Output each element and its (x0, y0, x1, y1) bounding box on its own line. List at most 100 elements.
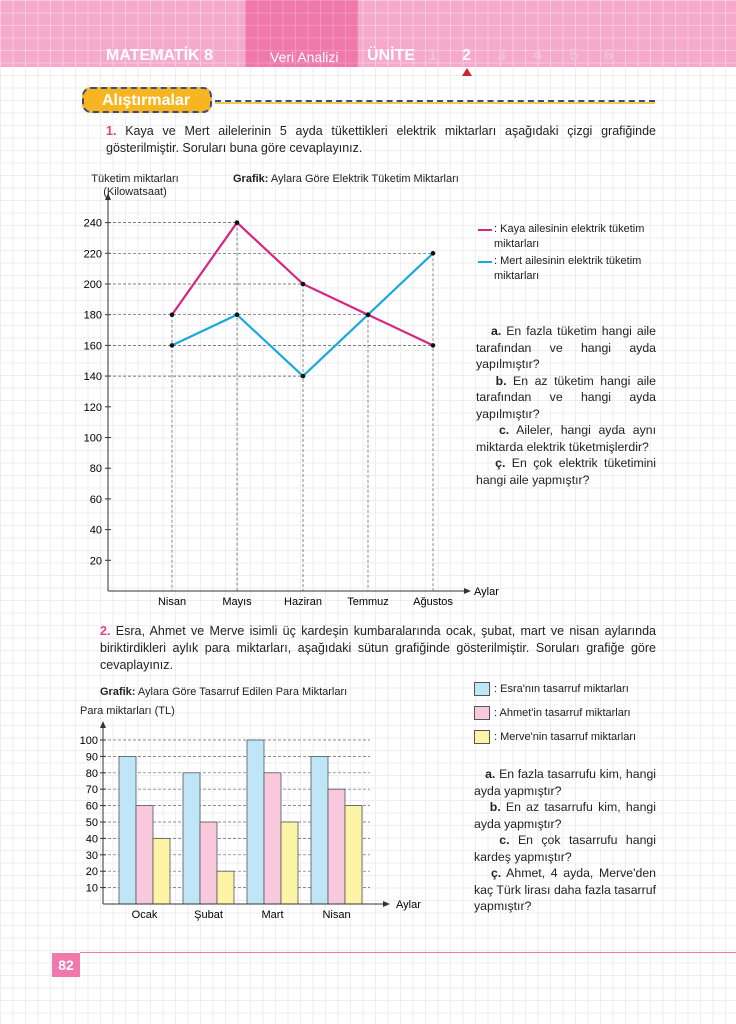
bar (344, 805, 363, 905)
data-point (169, 312, 175, 318)
y-tick-label: 90 (86, 751, 98, 763)
unit-1: 1 (428, 47, 437, 64)
legend-kaya: : Kaya ailesinin elektrik tüketim miktar… (478, 222, 668, 252)
question-key: c. (498, 423, 510, 437)
page-number: 82 (52, 953, 80, 977)
title-prefix: Grafik: (233, 173, 269, 185)
bar (310, 756, 329, 905)
y-tick-label: 80 (86, 768, 98, 780)
question-key: c. (499, 833, 510, 847)
question-text: En çok elektrik tüketimini hangi aile ya… (476, 456, 656, 487)
data-point (365, 312, 371, 318)
y-tick-label: 40 (86, 833, 98, 845)
legend-ahmet-label: : Ahmet'in tasarruf miktarları (494, 707, 631, 719)
bar-title: Grafik: Aylara Göre Tasarruf Edilen Para… (100, 686, 347, 699)
unit-6: 6 (604, 47, 613, 64)
q2-questions: a. En fazla tasarrufu kim, hangi ayda ya… (474, 766, 656, 915)
q1-questions: a. En fazla tüketim hangi aile tarafında… (476, 323, 656, 488)
legend-esra-label: : Esra'nın tasarruf miktarları (494, 683, 629, 695)
bar (199, 821, 218, 905)
current-unit-marker-icon (462, 68, 472, 76)
title-text: Aylara Göre Elektrik Tüketim Miktarları (270, 173, 459, 185)
q1-text: 1. Kaya ve Mert ailelerinin 5 ayda tüket… (106, 123, 656, 157)
data-point (169, 343, 175, 348)
question-key: a. (490, 324, 502, 338)
bar-legend: : Esra'nın tasarruf miktarları : Ahmet'i… (474, 682, 636, 754)
data-point (300, 373, 306, 379)
bar (246, 739, 265, 905)
data-point (234, 312, 240, 318)
question-text: En fazla tüketim hangi aile tarafından v… (476, 324, 657, 371)
question-item: c. En çok tasarrufu hangi kardeş yapmışt… (474, 832, 656, 865)
bar (118, 756, 137, 905)
y-axis-arrow-icon (105, 193, 111, 200)
question-text: Ahmet, 4 ayda, Merve'den kaç Türk lirası… (474, 866, 657, 913)
x-tick-label: Temmuz (347, 596, 389, 608)
question-key: ç. (490, 866, 502, 880)
question-text: En çok tasarrufu hangi kardeş yapmıştır? (474, 833, 657, 864)
unit-2: 2 (462, 47, 471, 64)
x-axis-label: Aylar (474, 586, 499, 598)
question-text: En az tüketim hangi aile tarafından ve h… (476, 373, 657, 421)
question-item: c. Aileler, hangi ayda aynı miktarda ele… (476, 422, 656, 455)
data-point (300, 281, 306, 287)
q1-body: Kaya ve Mert ailelerinin 5 ayda tükettik… (106, 124, 656, 155)
legend-merve-label: : Merve'nin tasarruf miktarları (494, 731, 637, 743)
data-point (430, 251, 436, 256)
section-badge: Alıştırmalar (82, 87, 212, 113)
bar (263, 772, 282, 905)
q2-body: Esra, Ahmet ve Merve isimli üç kardeşin … (100, 624, 656, 672)
section-divider (215, 100, 655, 102)
y-tick-label: 180 (84, 310, 102, 322)
y-tick-label: 140 (84, 371, 102, 383)
question-item: b. En az tasarrufu kim, hangi ayda yapmı… (474, 799, 656, 832)
footer-line (80, 952, 736, 953)
question-item: b. En az tüketim hangi aile tarafından v… (476, 373, 656, 423)
x-tick-label: Şubat (194, 909, 223, 921)
data-point (234, 220, 240, 225)
line-title: Grafik: Aylara Göre Elektrik Tüketim Mik… (233, 173, 459, 186)
topic-block (245, 0, 358, 67)
legend-merve: : Merve'nin tasarruf miktarları (474, 730, 636, 754)
unit-4: 4 (533, 47, 542, 64)
legend-kaya-label: : Kaya ailesinin elektrik tüketim miktar… (494, 223, 645, 250)
x-tick-label: Ocak (132, 909, 158, 921)
y-axis-arrow-icon (100, 721, 106, 728)
topic-title: Veri Analizi (270, 49, 339, 65)
bar (216, 870, 235, 905)
book-title: MATEMATİK 8 (106, 47, 213, 64)
x-axis-arrow-icon (383, 901, 390, 907)
x-tick-label: Nisan (322, 909, 350, 921)
question-key: a. (485, 767, 496, 781)
y-tick-label: 240 (84, 218, 102, 230)
question-item: a. En fazla tasarrufu kim, hangi ayda ya… (474, 766, 656, 799)
ylabel-2: (Kilowatsaat) (103, 186, 167, 198)
legend-ahmet: : Ahmet'in tasarruf miktarları (474, 706, 636, 730)
title-text: Aylara Göre Tasarruf Edilen Para Miktarl… (137, 686, 348, 698)
bar-ylabel: Para miktarları (TL) (80, 705, 175, 717)
y-tick-label: 70 (86, 784, 98, 796)
bar (152, 838, 171, 905)
legend-esra: : Esra'nın tasarruf miktarları (474, 682, 636, 706)
y-tick-label: 50 (86, 817, 98, 829)
y-tick-label: 20 (86, 866, 98, 878)
question-key: b. (489, 800, 501, 814)
y-tick-label: 80 (90, 463, 102, 475)
data-point (430, 343, 436, 348)
x-tick-label: Nisan (158, 596, 186, 608)
legend-mert-label: : Mert ailesinin elektrik tüketim miktar… (494, 255, 642, 282)
x-axis-label: Aylar (396, 899, 421, 911)
question-text: En az tasarrufu kim, hangi ayda yapmıştı… (474, 800, 656, 831)
y-tick-label: 60 (90, 494, 102, 506)
title-prefix: Grafik: (100, 686, 136, 698)
question-item: a. En fazla tüketim hangi aile tarafında… (476, 323, 656, 373)
question-text: Aileler, hangi ayda aynı miktarda elektr… (476, 423, 657, 454)
x-tick-label: Mayıs (222, 596, 252, 608)
question-text: En fazla tasarrufu kim, hangi ayda yapmı… (474, 767, 657, 798)
bar (182, 772, 201, 905)
q1-number: 1. (106, 124, 117, 138)
ylabel-1: Tüketim miktarları (91, 173, 179, 185)
y-tick-label: 100 (84, 433, 102, 445)
y-tick-label: 220 (84, 248, 102, 260)
